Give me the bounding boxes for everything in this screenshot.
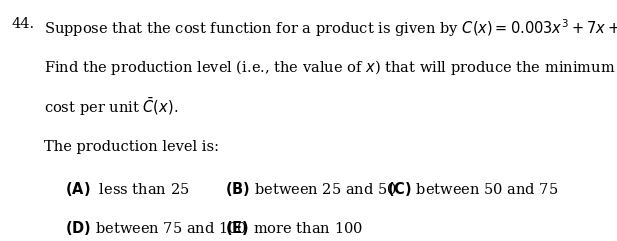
Text: cost per unit $\bar{C}(x)$.: cost per unit $\bar{C}(x)$. xyxy=(44,96,179,118)
Text: Find the production level (i.e., the value of $x$) that will produce the minimum: Find the production level (i.e., the val… xyxy=(44,58,617,77)
Text: 44.: 44. xyxy=(11,17,34,31)
Text: The production level is:: The production level is: xyxy=(44,140,220,154)
Text: $\mathbf{(D)}$ between 75 and 100: $\mathbf{(D)}$ between 75 and 100 xyxy=(65,219,247,237)
Text: $\mathbf{(C)}$ between 50 and 75: $\mathbf{(C)}$ between 50 and 75 xyxy=(387,180,559,198)
Text: Suppose that the cost function for a product is given by $C(x)=0.003x^3+7x+10{,}: Suppose that the cost function for a pro… xyxy=(44,17,617,39)
Text: $\mathbf{(A)}$  less than 25: $\mathbf{(A)}$ less than 25 xyxy=(65,180,189,198)
Text: $\mathbf{(E)}$ more than 100: $\mathbf{(E)}$ more than 100 xyxy=(225,219,363,237)
Text: $\mathbf{(B)}$ between 25 and 50: $\mathbf{(B)}$ between 25 and 50 xyxy=(225,180,397,198)
